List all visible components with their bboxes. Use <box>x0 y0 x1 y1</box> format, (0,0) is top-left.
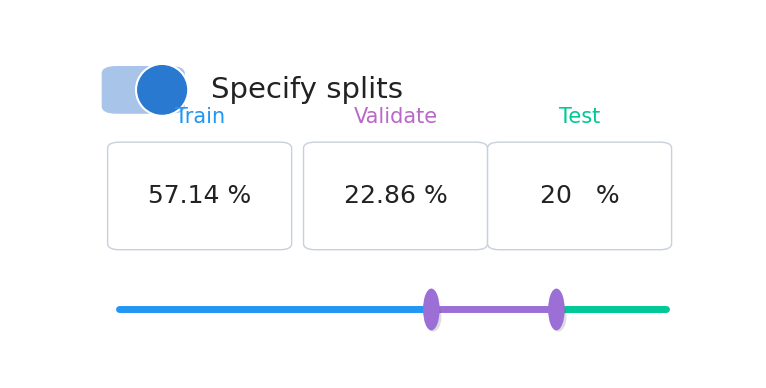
Text: Test: Test <box>559 107 601 127</box>
Ellipse shape <box>423 289 440 331</box>
FancyBboxPatch shape <box>488 142 672 250</box>
Ellipse shape <box>425 302 441 332</box>
FancyBboxPatch shape <box>303 142 487 250</box>
Text: Train: Train <box>175 107 224 127</box>
Text: Specify splits: Specify splits <box>211 76 403 104</box>
Text: 22.86 %: 22.86 % <box>344 184 447 208</box>
FancyBboxPatch shape <box>107 142 292 250</box>
Ellipse shape <box>136 64 188 116</box>
Text: Validate: Validate <box>353 107 437 127</box>
Text: 57.14 %: 57.14 % <box>148 184 251 208</box>
Ellipse shape <box>548 289 565 331</box>
FancyBboxPatch shape <box>102 66 185 114</box>
Text: 20   %: 20 % <box>540 184 620 208</box>
Ellipse shape <box>550 302 567 332</box>
